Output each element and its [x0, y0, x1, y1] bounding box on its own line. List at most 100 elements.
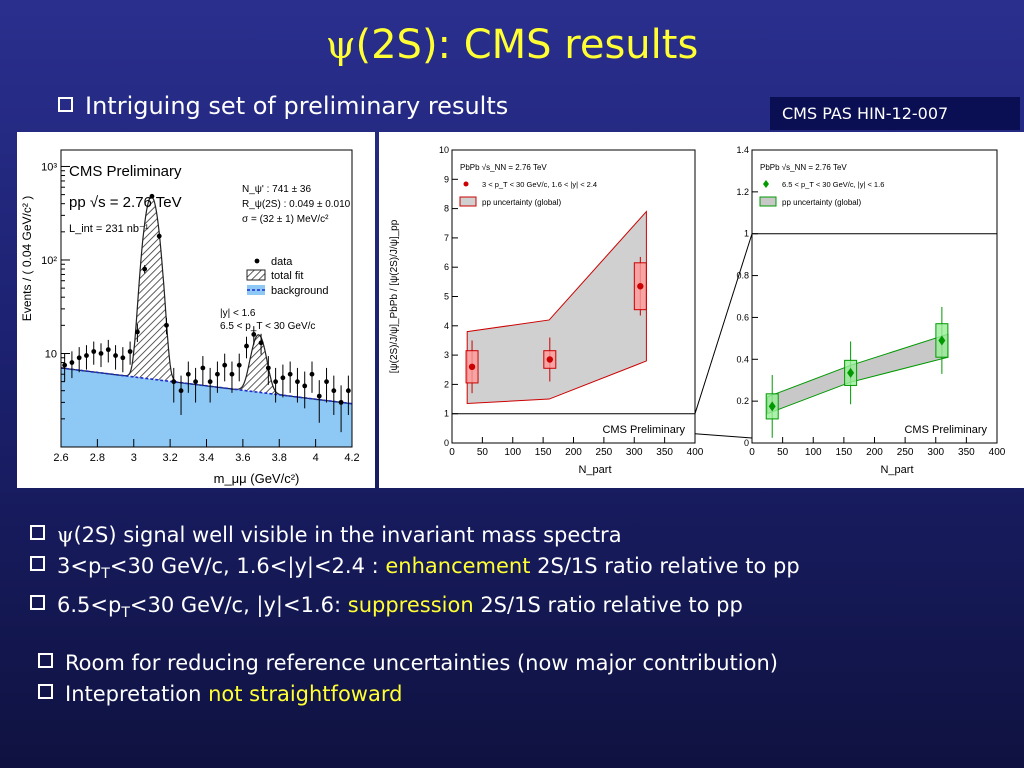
- y-tick-label: 10: [45, 348, 57, 360]
- background-area: [61, 368, 352, 447]
- fit-stat-label: σ = (32 ± 1) MeV/c²: [242, 214, 329, 225]
- legend-fit-label: total fit: [271, 270, 303, 282]
- y-tick-label: 3: [444, 350, 449, 360]
- data-point: [200, 365, 206, 371]
- pp-uncertainty-band: [766, 333, 949, 415]
- legend-band-marker: [759, 196, 777, 207]
- y-tick-label: 0.2: [736, 396, 749, 406]
- zoom-connector-top: [694, 233, 753, 414]
- x-tick-label: 350: [656, 447, 673, 458]
- x-tick-label: 300: [927, 447, 944, 458]
- data-point: [316, 393, 322, 399]
- bullet-text: T: [121, 605, 130, 622]
- legend-series-marker: [763, 180, 769, 188]
- bullet-list-results: ψ(2S) signal well visible in the invaria…: [30, 520, 800, 629]
- data-point: [309, 371, 315, 377]
- y-axis-label: [ψ(2S)/J/ψ]_PbPb / [ψ(2S)/J/ψ]_pp: [389, 219, 400, 373]
- y-tick-label: 1: [744, 229, 749, 239]
- x-axis-label: N_part: [880, 464, 913, 476]
- data-point: [265, 365, 271, 371]
- x-tick-label: 250: [897, 447, 914, 458]
- data-point: [171, 379, 177, 385]
- y-tick-label: 10²: [41, 255, 57, 267]
- fit-stat-label: R_ψ(2S) : 0.049 ± 0.010: [242, 199, 351, 210]
- data-point: [91, 349, 97, 354]
- ratio-point: [938, 335, 946, 346]
- x-tick-label: 200: [866, 447, 883, 458]
- legend-band-label: pp uncertainty (global): [782, 198, 861, 207]
- checkbox-bullet-icon: [38, 684, 53, 699]
- data-point: [142, 266, 148, 272]
- y-tick-label: 0: [444, 438, 449, 448]
- y-tick-label: 5: [444, 292, 449, 302]
- x-tick-label: 350: [958, 447, 975, 458]
- lumi-label: L_int = 231 nb⁻¹: [69, 223, 149, 235]
- ratio-charts: 0 50 100 150 200 250 300 350 400012345678910N_pa…: [389, 145, 1006, 476]
- data-point: [338, 399, 344, 405]
- fit-stat-label: N_ψ' : 741 ± 36: [242, 184, 311, 195]
- y-tick-label: 10³: [41, 161, 57, 173]
- data-point: [76, 355, 82, 361]
- bullet-text: Intepretation: [65, 682, 209, 706]
- data-point: [164, 322, 169, 328]
- legend-series-marker: [463, 181, 469, 187]
- mass-spectrum-panel: 2.6 2.8 3 3.2 3.4 3.6 3.8 4 4.2 10 10² 10³ m_μμ (GeV…: [17, 132, 375, 488]
- y-tick-label: 0.8: [736, 271, 749, 281]
- legend-series-label: 6.5 < p_T < 30 GeV/c, |y| < 1.6: [782, 180, 884, 189]
- bullet-text: 6.5<p: [57, 593, 122, 618]
- x-tick-label: 4: [313, 452, 319, 464]
- ratio-point: [468, 363, 476, 371]
- highlight-text: enhancement: [385, 554, 531, 578]
- checkbox-bullet-icon: [30, 595, 45, 611]
- data-point: [127, 349, 133, 354]
- checkbox-bullet-icon: [38, 653, 53, 668]
- subtitle: Intriguing set of preliminary results: [58, 92, 508, 120]
- data-point: [236, 362, 242, 368]
- y-tick-label: 8: [444, 204, 449, 214]
- x-axis-label: N_part: [578, 464, 611, 476]
- data-point: [345, 388, 351, 394]
- outlook-bullet-1: Room for reducing reference uncertaintie…: [38, 648, 778, 679]
- data-point: [207, 379, 213, 385]
- data-point: [193, 379, 198, 385]
- bullet-text: <30 GeV/c, 1.6<|y|<2.4 :: [109, 554, 386, 578]
- data-point: [185, 371, 191, 377]
- bullet-text: 3<p: [57, 554, 102, 578]
- y-tick-label: 9: [444, 174, 449, 184]
- legend-data-marker: [254, 258, 260, 264]
- data-point: [295, 379, 300, 385]
- slide-title: ψ(2S): CMS results: [0, 22, 1024, 68]
- x-tick-label: 3.6: [235, 452, 250, 464]
- ratio-point: [546, 356, 554, 363]
- x-tick-label: 2.6: [53, 452, 68, 464]
- legend-title: PbPb √s_NN = 2.76 TeV: [760, 163, 847, 172]
- x-tick-label: 3: [131, 452, 137, 464]
- cms-preliminary-label: CMS Preliminary: [602, 424, 685, 436]
- x-tick-label: 100: [504, 447, 521, 458]
- ratio-point: [637, 283, 644, 290]
- data-point: [98, 351, 104, 356]
- y-tick-label: 0: [744, 438, 749, 448]
- ratio-point: [847, 367, 855, 378]
- y-tick-label: 0.6: [736, 312, 749, 322]
- data-point: [84, 353, 89, 358]
- data-point: [324, 379, 329, 385]
- bullet-list-outlook: Room for reducing reference uncertaintie…: [38, 648, 778, 710]
- x-tick-label: 100: [805, 447, 822, 458]
- checkbox-bullet-icon: [30, 556, 45, 571]
- x-tick-label: 3.4: [199, 452, 214, 464]
- legend-bg-label: background: [271, 285, 329, 297]
- ratio-panels: 0 50 100 150 200 250 300 350 400 0 1 2 3 4 5 6 7 8 9 10 N_pa…: [379, 132, 1024, 488]
- subtitle-text: Intriguing set of preliminary results: [85, 92, 509, 120]
- data-point: [62, 362, 68, 368]
- y-tick-label: 1.2: [736, 187, 749, 197]
- x-tick-label: 0: [749, 447, 755, 458]
- bullet-text: ψ: [57, 523, 74, 547]
- result-bullet-2: 3<pT<30 GeV/c, 1.6<|y|<2.4 : enhancement…: [30, 551, 800, 590]
- title-text: (2S): CMS results: [355, 22, 699, 68]
- data-point: [134, 329, 140, 335]
- bullet-text: T: [101, 566, 110, 583]
- highlight-text: not straightfoward: [208, 682, 403, 706]
- x-tick-label: 200: [565, 447, 582, 458]
- data-point: [331, 388, 337, 394]
